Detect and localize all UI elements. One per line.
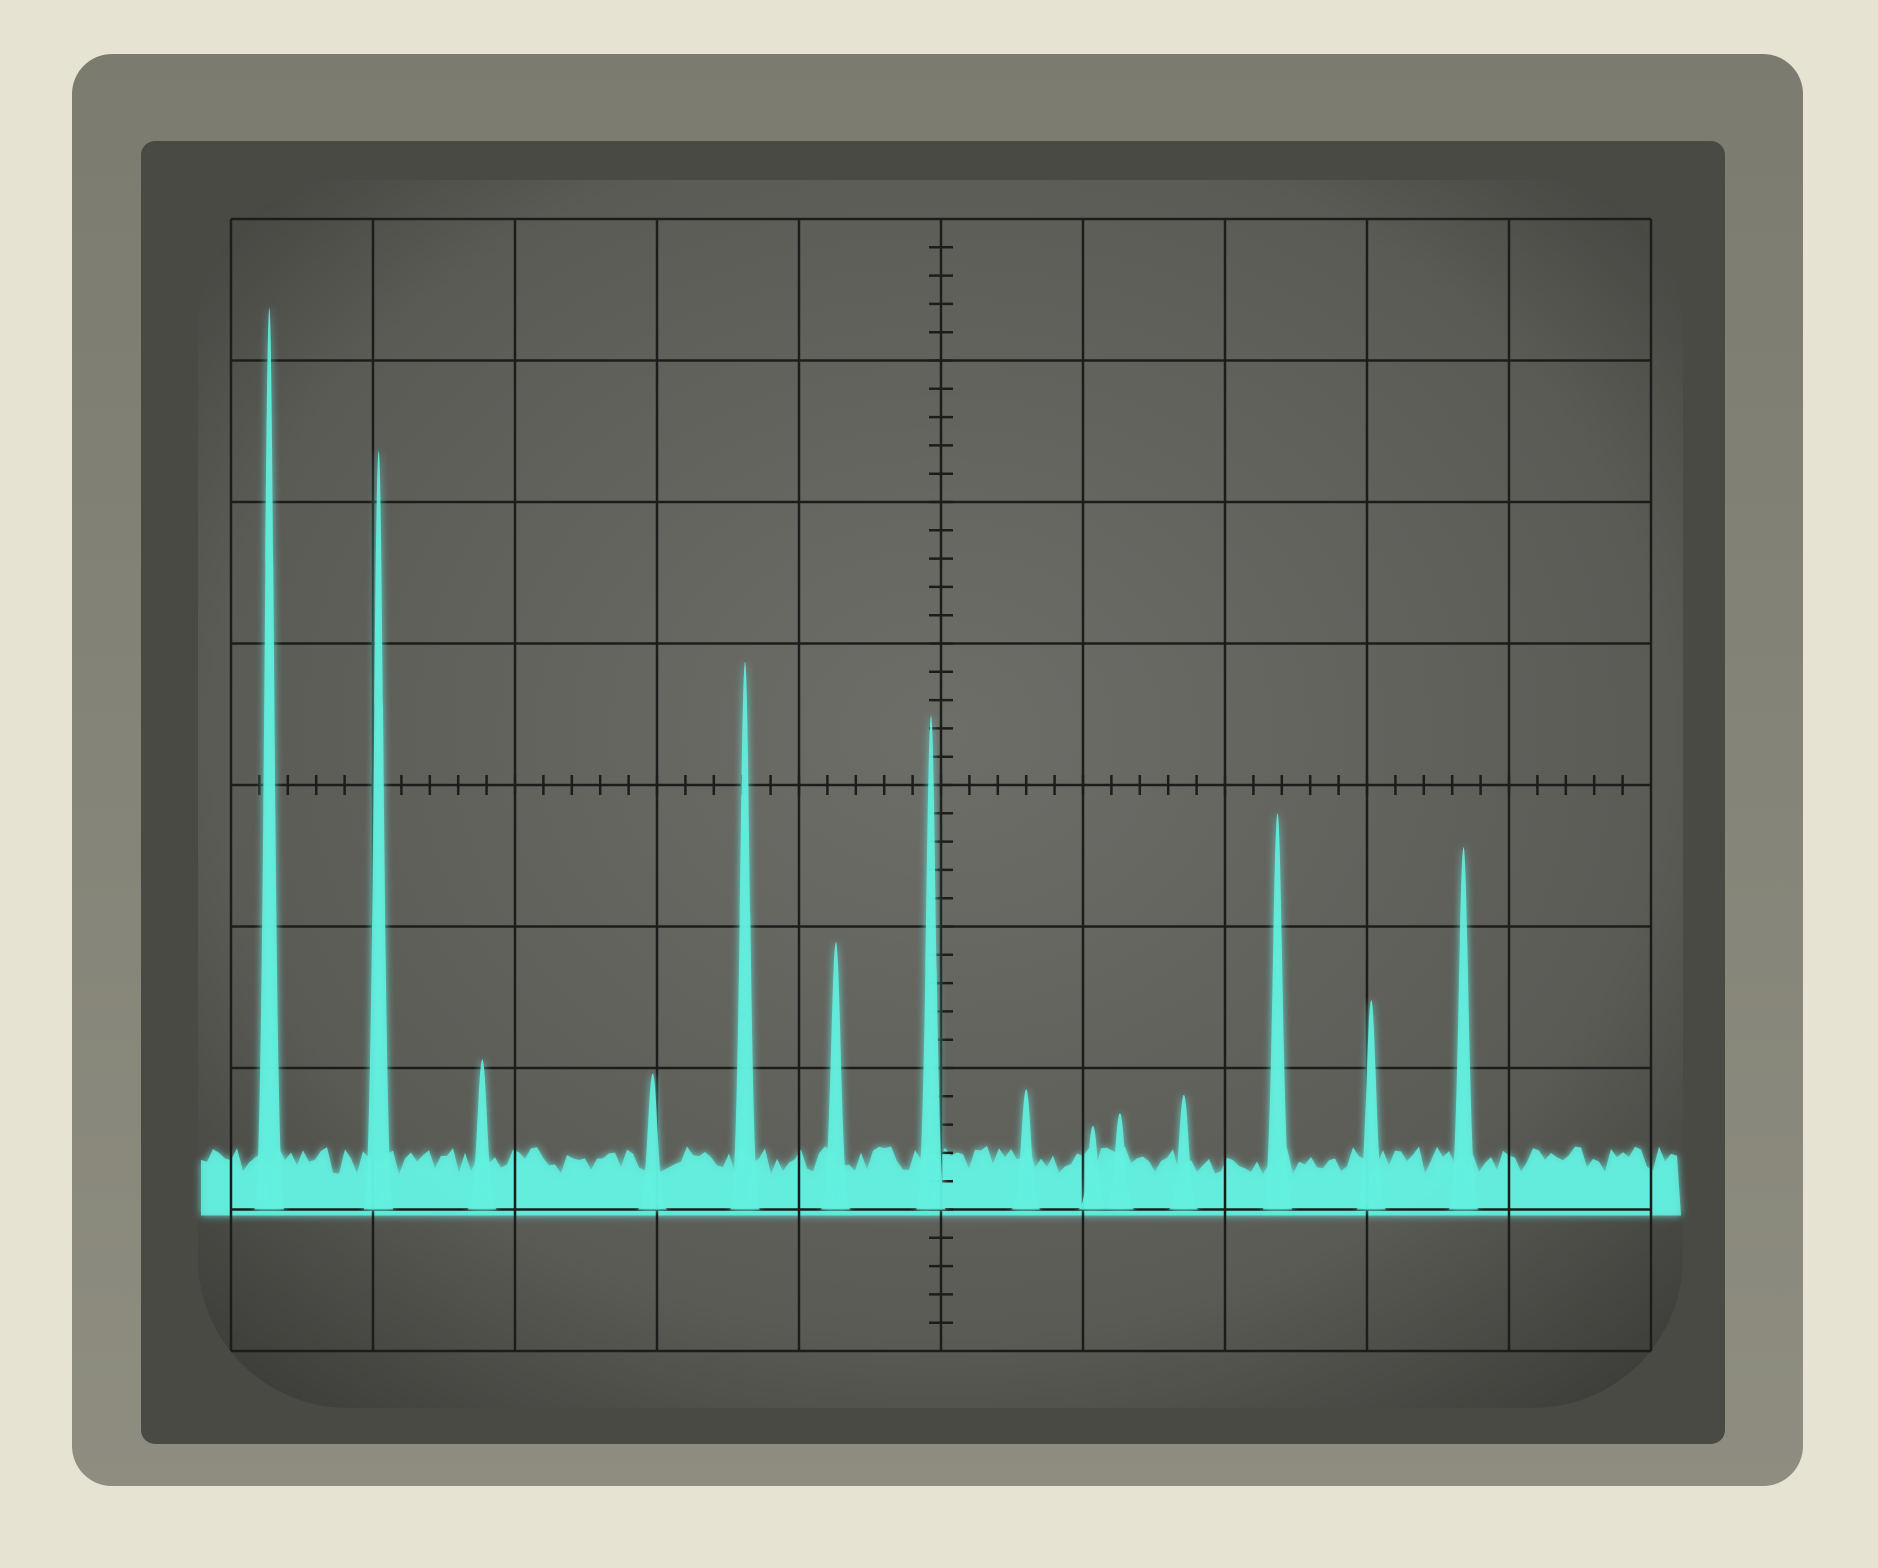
- trace: [254, 308, 1479, 1210]
- spectral-peak: [637, 1073, 668, 1210]
- spectral-peak: [1011, 1089, 1042, 1210]
- spectral-peak: [730, 661, 761, 1210]
- spectral-peak: [1168, 1094, 1199, 1210]
- spectral-peak: [363, 451, 394, 1210]
- spectral-peak: [1077, 1126, 1108, 1210]
- spectral-peak: [254, 308, 285, 1210]
- spectral-peak: [820, 942, 851, 1210]
- spectral-peak: [1356, 1000, 1387, 1210]
- spectral-peak: [916, 715, 947, 1210]
- spectral-peak: [467, 1059, 498, 1210]
- spectral-peak: [1262, 813, 1293, 1210]
- plot-area: [201, 217, 1681, 1353]
- spectral-peak: [1104, 1113, 1135, 1210]
- spectral-peak: [1448, 847, 1479, 1210]
